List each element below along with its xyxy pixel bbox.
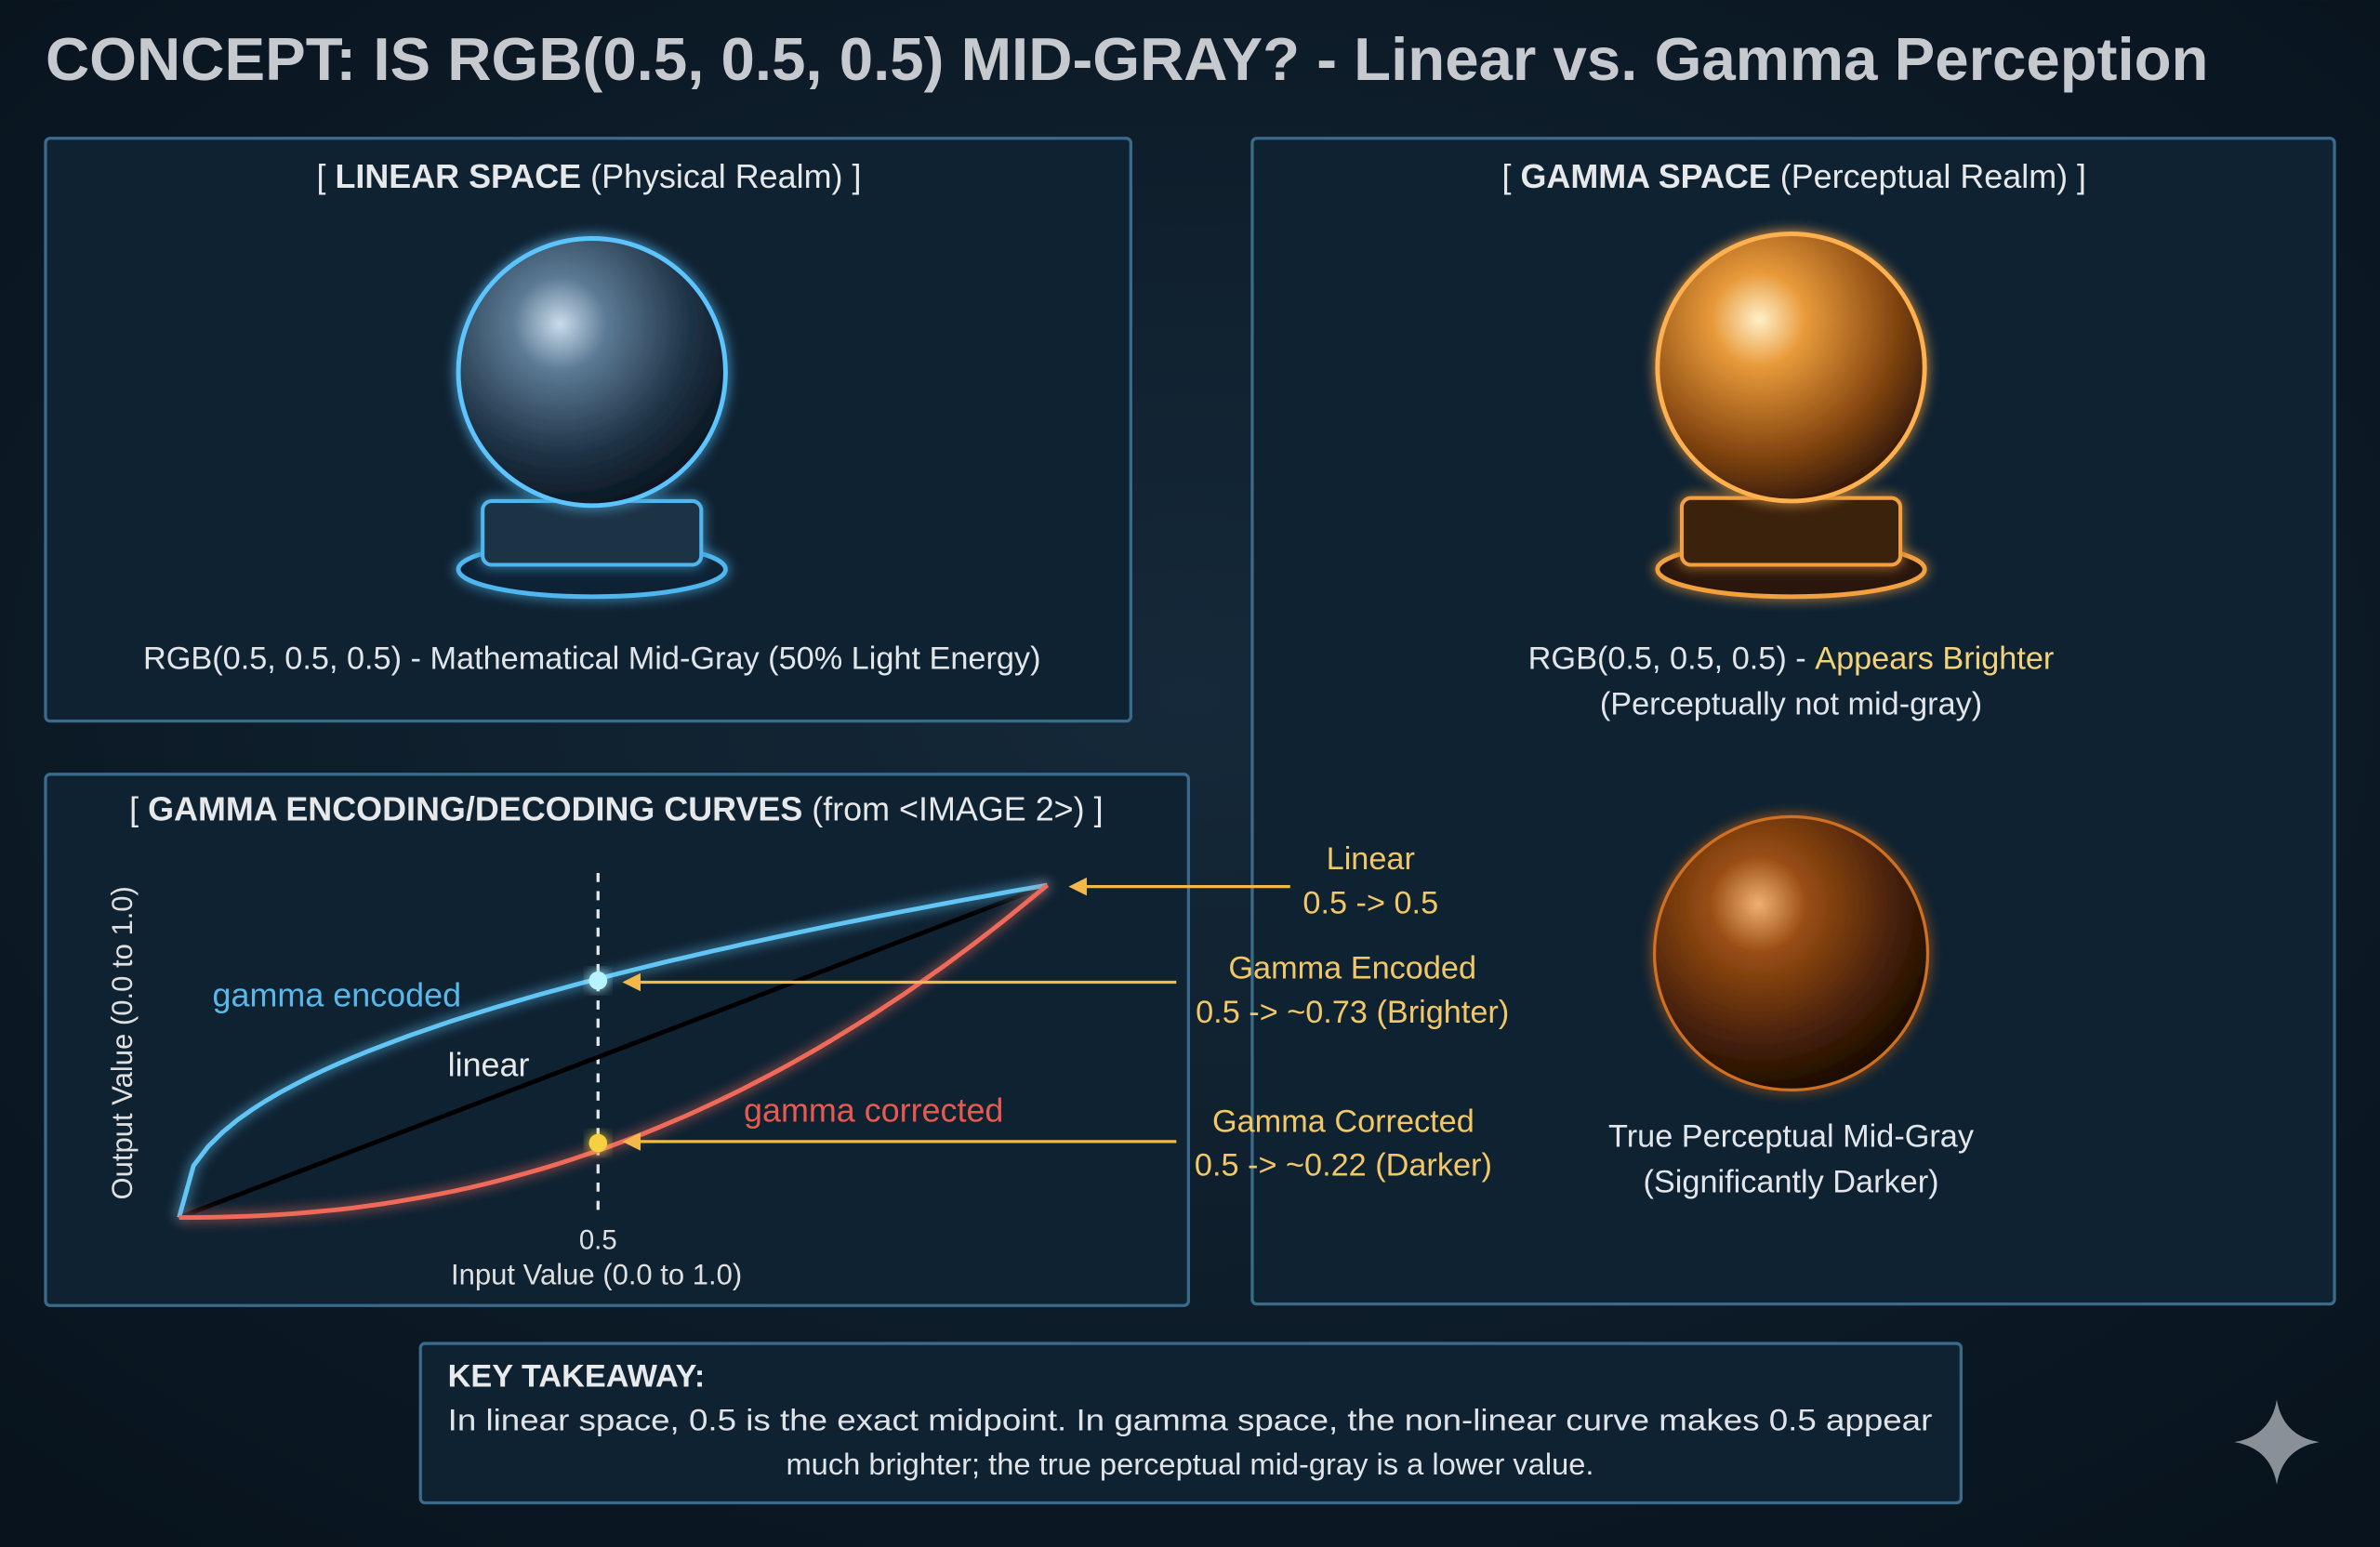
blue-sphere-icon: [456, 236, 728, 600]
caption-highlight: Appears Brighter: [1815, 641, 2054, 676]
sparkle-icon: [2234, 1399, 2320, 1485]
y-axis-label: Output Value (0.0 to 1.0): [106, 886, 139, 1199]
annotation-title: Gamma Corrected: [1212, 1104, 1474, 1139]
bracket: ]: [2077, 157, 2086, 195]
gamma-panel-title: [ GAMMA SPACE (Perceptual Realm) ]: [1502, 157, 2087, 195]
annotation-value: 0.5 -> 0.5: [1302, 885, 1438, 920]
bracket: [: [316, 157, 325, 195]
title-bold: GAMMA SPACE: [1520, 157, 1770, 195]
annotation-value: 0.5 -> ~0.22 (Darker): [1195, 1148, 1492, 1183]
annotation-title: Gamma Encoded: [1228, 950, 1476, 985]
orange-sphere-icon: [1655, 231, 1927, 600]
sphere: [456, 236, 728, 509]
linear-label: linear: [448, 1045, 530, 1083]
caption-prefix: RGB(0.5, 0.5, 0.5) -: [1528, 641, 1806, 676]
curves-panel-title: [ GAMMA ENCODING/DECODING CURVES (from <…: [129, 790, 1103, 828]
gamma-caption-line-1: RGB(0.5, 0.5, 0.5) - Appears Brighter: [1528, 641, 2055, 676]
curves-panel: [44, 773, 1190, 1307]
bracket: ]: [1094, 790, 1104, 828]
linear-curve: [178, 882, 1049, 1220]
gamma-encoded-curve: [177, 882, 1048, 1219]
gamma-caption-line-2: (Perceptually not mid-gray): [1600, 686, 1982, 721]
darker-caption-line-1: True Perceptual Mid-Gray: [1608, 1119, 1975, 1155]
title-bold: LINEAR SPACE: [335, 157, 581, 195]
x-marker-label: 0.5: [579, 1224, 617, 1255]
takeaway-heading: KEY TAKEAWAY:: [448, 1359, 706, 1395]
linear-panel-title: [ LINEAR SPACE (Physical Realm) ]: [316, 157, 861, 195]
gamma-panel: [1250, 137, 2336, 1306]
encoded-label: gamma encoded: [213, 975, 461, 1013]
title-rest: (Perceptual Realm): [1780, 157, 2068, 195]
title-rest: (from <IMAGE 2>): [812, 790, 1084, 828]
corrected-label: gamma corrected: [744, 1091, 1003, 1129]
dark-sphere-icon: [1652, 814, 1930, 1092]
annotation-title: Linear: [1327, 841, 1415, 877]
page-title: CONCEPT: IS RGB(0.5, 0.5, 0.5) MID-GRAY?…: [46, 25, 2209, 93]
darker-caption-line-2: (Significantly Darker): [1644, 1165, 1939, 1200]
sphere: [1655, 231, 1927, 504]
takeaway-line: much brighter; the true perceptual mid-g…: [786, 1447, 1593, 1481]
encoded-point: [588, 972, 608, 990]
linear-caption: RGB(0.5, 0.5, 0.5) - Mathematical Mid-Gr…: [143, 641, 1041, 676]
title-rest: (Physical Realm): [590, 157, 842, 195]
bracket: ]: [852, 157, 861, 195]
takeaway-box: [418, 1342, 1964, 1505]
x-axis-label: Input Value (0.0 to 1.0): [451, 1258, 742, 1290]
pedestal: [1679, 496, 1903, 567]
bracket: [: [129, 790, 139, 828]
takeaway-line: In linear space, 0.5 is the exact midpoi…: [448, 1403, 1933, 1437]
pedestal: [481, 498, 704, 567]
corrected-point: [588, 1133, 608, 1153]
bracket: [: [1502, 157, 1512, 195]
gamma-corrected-curve: [178, 883, 1050, 1220]
annotation-value: 0.5 -> ~0.73 (Brighter): [1196, 995, 1509, 1030]
title-bold: GAMMA ENCODING/DECODING CURVES: [148, 790, 802, 828]
